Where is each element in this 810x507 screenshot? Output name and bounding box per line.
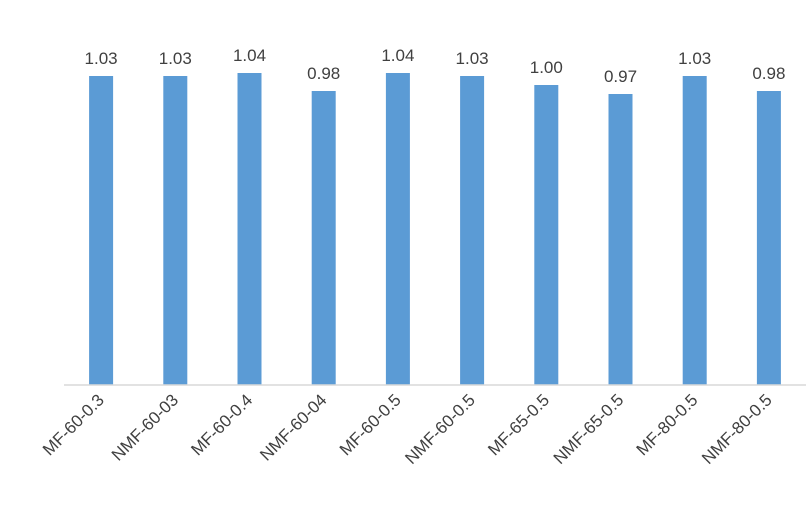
bar-6 — [534, 85, 559, 385]
x-tick-label-1: NMF-60-03 — [108, 390, 182, 464]
bars-group — [89, 73, 781, 385]
x-tick-label-2: MF-60-0.4 — [187, 390, 256, 459]
bar-5 — [460, 76, 485, 385]
x-tick-label-3: NMF-60-04 — [256, 390, 330, 464]
data-label-1: 1.03 — [159, 49, 192, 68]
x-tick-label-0: MF-60-0.3 — [39, 390, 108, 459]
data-labels-group: 1.03 1.03 1.04 0.98 1.04 1.03 1.00 0.97 1.03 0.98 — [85, 46, 786, 86]
x-tick-label-8: MF-80-0.5 — [633, 390, 702, 459]
bar-0 — [89, 76, 114, 385]
x-tick-labels-group: MF-60-0.3 NMF-60-03 MF-60-0.4 NMF-60-04 MF-6… — [39, 390, 776, 468]
bar-7 — [608, 94, 633, 385]
data-label-0: 1.03 — [85, 49, 118, 68]
data-label-8: 1.03 — [678, 49, 711, 68]
x-tick-label-6: MF-65-0.5 — [484, 390, 553, 459]
x-tick-label-7: NMF-65-0.5 — [550, 390, 628, 468]
data-label-6: 1.00 — [530, 58, 563, 77]
data-label-5: 1.03 — [456, 49, 489, 68]
data-label-4: 1.04 — [381, 46, 414, 65]
data-label-7: 0.97 — [604, 67, 637, 86]
bar-8 — [682, 76, 707, 385]
bar-4 — [385, 73, 410, 385]
data-label-9: 0.98 — [752, 64, 785, 83]
bar-1 — [163, 76, 188, 385]
bar-9 — [756, 91, 781, 385]
bar-3 — [311, 91, 336, 385]
bar-2 — [237, 73, 262, 385]
x-tick-label-5: NMF-60-0.5 — [401, 390, 479, 468]
data-label-3: 0.98 — [307, 64, 340, 83]
x-tick-label-9: NMF-80-0.5 — [698, 390, 776, 468]
data-label-2: 1.04 — [233, 46, 266, 65]
x-tick-label-4: MF-60-0.5 — [336, 390, 405, 459]
